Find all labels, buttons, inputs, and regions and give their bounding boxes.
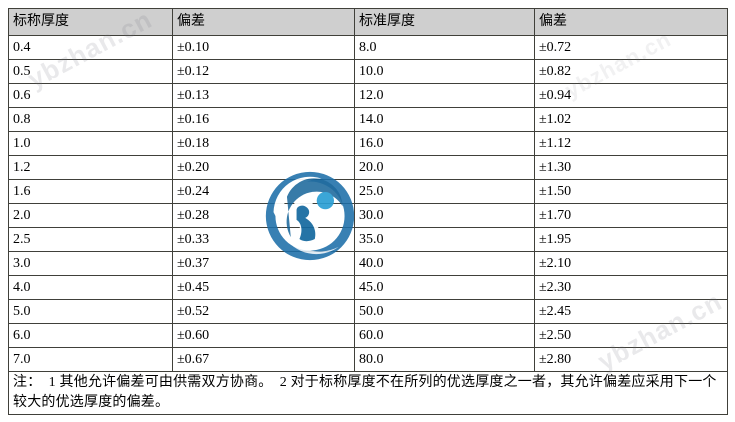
cell-nominal-thickness: 0.6 [8, 83, 173, 108]
table-row: 5.0 ±0.52 50.0 ±2.45 [8, 299, 728, 324]
cell-standard-thickness: 80.0 [354, 347, 535, 372]
cell-tolerance-1: ±0.13 [172, 83, 355, 108]
table-row: 0.4 ±0.10 8.0 ±0.72 [8, 35, 728, 60]
table-row: 2.0 ±0.28 30.0 ±1.70 [8, 203, 728, 228]
table-row: 0.5 ±0.12 10.0 ±0.82 [8, 59, 728, 84]
column-header-tolerance-1: 偏差 [172, 8, 355, 36]
table-header-row: 标称厚度 偏差 标准厚度 偏差 [8, 8, 728, 36]
table-note: 注： 1 其他允许偏差可由供需双方协商。 2 对于标称厚度不在所列的优选厚度之一… [8, 371, 728, 415]
cell-tolerance-2: ±1.70 [534, 203, 728, 228]
cell-standard-thickness: 30.0 [354, 203, 535, 228]
cell-standard-thickness: 45.0 [354, 275, 535, 300]
column-header-standard-thickness: 标准厚度 [354, 8, 535, 36]
cell-tolerance-2: ±2.30 [534, 275, 728, 300]
cell-tolerance-1: ±0.10 [172, 35, 355, 60]
cell-nominal-thickness: 0.8 [8, 107, 173, 132]
cell-nominal-thickness: 0.4 [8, 35, 173, 60]
cell-tolerance-2: ±0.72 [534, 35, 728, 60]
cell-tolerance-2: ±1.12 [534, 131, 728, 156]
table-row: 2.5 ±0.33 35.0 ±1.95 [8, 227, 728, 252]
table-row: 1.2 ±0.20 20.0 ±1.30 [8, 155, 728, 180]
cell-tolerance-2: ±0.82 [534, 59, 728, 84]
cell-nominal-thickness: 7.0 [8, 347, 173, 372]
cell-nominal-thickness: 3.0 [8, 251, 173, 276]
cell-nominal-thickness: 1.2 [8, 155, 173, 180]
cell-standard-thickness: 60.0 [354, 323, 535, 348]
column-header-nominal-thickness: 标称厚度 [8, 8, 173, 36]
cell-tolerance-1: ±0.37 [172, 251, 355, 276]
cell-nominal-thickness: 6.0 [8, 323, 173, 348]
cell-nominal-thickness: 1.0 [8, 131, 173, 156]
cell-standard-thickness: 25.0 [354, 179, 535, 204]
cell-tolerance-2: ±2.80 [534, 347, 728, 372]
cell-tolerance-1: ±0.67 [172, 347, 355, 372]
cell-tolerance-1: ±0.33 [172, 227, 355, 252]
cell-standard-thickness: 8.0 [354, 35, 535, 60]
table-row: 0.8 ±0.16 14.0 ±1.02 [8, 107, 728, 132]
table-row: 4.0 ±0.45 45.0 ±2.30 [8, 275, 728, 300]
cell-standard-thickness: 14.0 [354, 107, 535, 132]
cell-nominal-thickness: 1.6 [8, 179, 173, 204]
cell-tolerance-1: ±0.12 [172, 59, 355, 84]
cell-tolerance-1: ±0.20 [172, 155, 355, 180]
cell-nominal-thickness: 2.5 [8, 227, 173, 252]
cell-tolerance-1: ±0.52 [172, 299, 355, 324]
table-row: 7.0 ±0.67 80.0 ±2.80 [8, 347, 728, 372]
cell-nominal-thickness: 0.5 [8, 59, 173, 84]
cell-standard-thickness: 50.0 [354, 299, 535, 324]
cell-tolerance-1: ±0.28 [172, 203, 355, 228]
table-row: 1.0 ±0.18 16.0 ±1.12 [8, 131, 728, 156]
cell-tolerance-1: ±0.24 [172, 179, 355, 204]
cell-tolerance-1: ±0.45 [172, 275, 355, 300]
column-header-tolerance-2: 偏差 [534, 8, 728, 36]
cell-standard-thickness: 16.0 [354, 131, 535, 156]
cell-tolerance-1: ±0.60 [172, 323, 355, 348]
cell-tolerance-2: ±1.02 [534, 107, 728, 132]
cell-standard-thickness: 10.0 [354, 59, 535, 84]
cell-nominal-thickness: 4.0 [8, 275, 173, 300]
cell-tolerance-1: ±0.16 [172, 107, 355, 132]
spec-table-container: 标称厚度 偏差 标准厚度 偏差 0.4 ±0.10 8.0 ±0.72 0.5 ±0.12… [8, 8, 728, 415]
table-footer: 注： 1 其他允许偏差可由供需双方协商。 2 对于标称厚度不在所列的优选厚度之一… [8, 371, 728, 415]
thickness-tolerance-table: 标称厚度 偏差 标准厚度 偏差 0.4 ±0.10 8.0 ±0.72 0.5 ±0.12… [8, 8, 728, 415]
cell-tolerance-2: ±1.30 [534, 155, 728, 180]
table-row: 0.6 ±0.13 12.0 ±0.94 [8, 83, 728, 108]
cell-standard-thickness: 40.0 [354, 251, 535, 276]
cell-standard-thickness: 35.0 [354, 227, 535, 252]
table-note-row: 注： 1 其他允许偏差可由供需双方协商。 2 对于标称厚度不在所列的优选厚度之一… [8, 371, 728, 415]
cell-tolerance-2: ±1.50 [534, 179, 728, 204]
table-row: 6.0 ±0.60 60.0 ±2.50 [8, 323, 728, 348]
cell-standard-thickness: 12.0 [354, 83, 535, 108]
table-row: 1.6 ±0.24 25.0 ±1.50 [8, 179, 728, 204]
cell-tolerance-2: ±2.50 [534, 323, 728, 348]
cell-tolerance-2: ±2.45 [534, 299, 728, 324]
cell-standard-thickness: 20.0 [354, 155, 535, 180]
cell-tolerance-2: ±1.95 [534, 227, 728, 252]
cell-nominal-thickness: 5.0 [8, 299, 173, 324]
table-row: 3.0 ±0.37 40.0 ±2.10 [8, 251, 728, 276]
cell-nominal-thickness: 2.0 [8, 203, 173, 228]
cell-tolerance-1: ±0.18 [172, 131, 355, 156]
cell-tolerance-2: ±0.94 [534, 83, 728, 108]
table-body: 0.4 ±0.10 8.0 ±0.72 0.5 ±0.12 10.0 ±0.82 0.6 ±0.1… [8, 35, 728, 372]
table-header: 标称厚度 偏差 标准厚度 偏差 [8, 8, 728, 36]
cell-tolerance-2: ±2.10 [534, 251, 728, 276]
